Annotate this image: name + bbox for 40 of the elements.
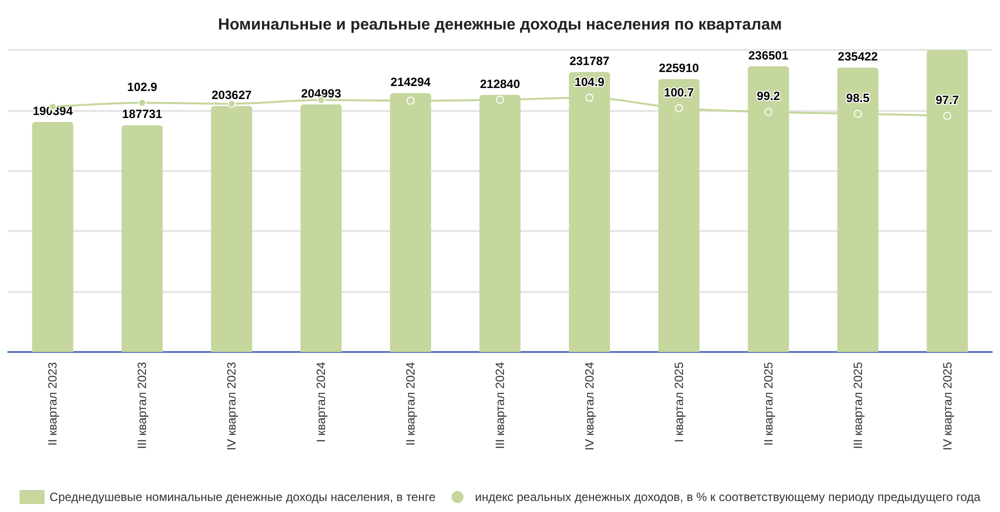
data-label: 97.7 [936, 92, 960, 107]
point [496, 96, 504, 104]
x-tick-label: II квартал 2023 [46, 362, 60, 446]
data-label: 102.9 [127, 80, 158, 94]
x-tick-label: III квартал 2023 [135, 362, 150, 449]
x-tick-label: III квартал 2025 [850, 362, 865, 449]
x-tick-label: IV квартал 2024 [582, 362, 596, 450]
data-label: 235422 [838, 50, 878, 64]
point [854, 110, 862, 118]
data-label: 212840 [480, 76, 520, 91]
data-label: 104.9 [574, 74, 605, 89]
point [674, 104, 683, 112]
x-tick-label: I квартал 2025 [672, 362, 686, 442]
bar [122, 125, 163, 352]
data-label: 203627 [212, 88, 252, 102]
data-label: 98.5 [846, 90, 870, 105]
point [943, 112, 952, 120]
data-label: 236501 [748, 48, 789, 62]
data-label: 100.7 [664, 85, 694, 100]
point [406, 96, 415, 105]
point [228, 100, 236, 108]
point [764, 108, 772, 116]
x-tick-label: II квартал 2024 [404, 362, 418, 446]
data-label: 225910 [658, 61, 700, 76]
data-label: 99.2 [756, 89, 780, 103]
point [585, 94, 594, 102]
data-label: 187731 [122, 107, 163, 122]
x-tick-label: II квартал 2025 [761, 362, 776, 446]
legend-label: Среднедушевые номинальные денежные доходы населения, в тенге [50, 490, 436, 504]
point [138, 98, 146, 107]
legend-label: индекс реальных денежных доходов, в % к соответствующему периоду предыдущего года [475, 490, 981, 504]
bar [32, 122, 74, 352]
x-tick-label: IV квартал 2025 [940, 362, 954, 450]
x-tick-label: IV квартал 2023 [224, 362, 239, 450]
data-label: 204993 [301, 86, 342, 100]
data-label: 231787 [569, 54, 610, 68]
chart-title: Номинальные и реальные денежные доходы населения по кварталам [218, 16, 782, 34]
data-label: 214294 [390, 75, 431, 90]
x-tick-label: III квартал 2024 [493, 362, 507, 449]
x-tick-label: I квартал 2024 [314, 362, 328, 442]
